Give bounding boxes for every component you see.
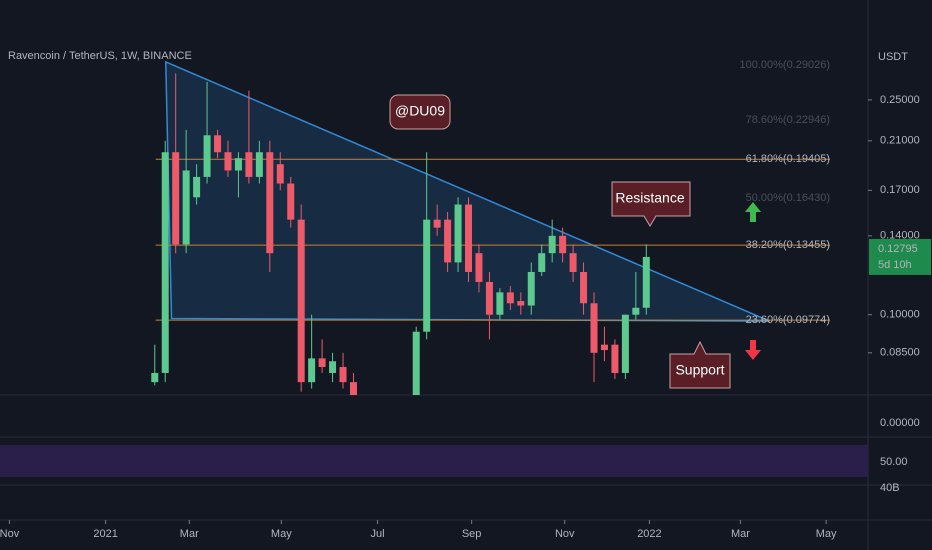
candle-body	[349, 382, 357, 395]
y-tick-label: 0.14000	[880, 230, 920, 242]
callout-box	[611, 181, 691, 227]
candle-body	[485, 281, 493, 315]
candle-body	[234, 158, 242, 171]
y-tick-label: 0.08500	[880, 347, 920, 359]
candle-body	[621, 314, 629, 373]
candle-body	[245, 152, 253, 177]
x-tick-label: Jul	[370, 528, 384, 540]
down-arrow	[745, 340, 761, 360]
candle-body	[580, 271, 588, 304]
rsi-label: 50.00	[880, 456, 908, 468]
candle-body	[454, 204, 462, 263]
price-tag	[869, 238, 931, 275]
last-price: 0.12795	[878, 243, 918, 255]
candle-body	[412, 331, 420, 395]
x-tick-label: Mar	[180, 528, 199, 540]
x-tick-label: Sep	[462, 528, 482, 540]
chart-title: Ravencoin / TetherUS, 1W, BINANCE	[8, 50, 192, 62]
candle-body	[172, 152, 180, 245]
volume-label: 40B	[880, 482, 900, 494]
candle-body	[475, 253, 483, 282]
candle-body	[590, 303, 598, 353]
annotation-resistance: Resistance	[611, 181, 691, 227]
annotation-du09: @DU09	[389, 94, 451, 130]
fib-label: 23.60%(0.09774)	[746, 314, 830, 326]
annotation-support: Support	[669, 340, 731, 389]
x-tick-label: 2022	[637, 528, 661, 540]
candle-body	[632, 307, 640, 315]
candle-body	[506, 292, 514, 304]
x-tick-label: May	[816, 528, 837, 540]
annotation: Resistance	[615, 190, 684, 206]
candle-body	[433, 219, 441, 228]
y-tick-label: 0.21000	[880, 135, 920, 147]
candle-body	[339, 367, 347, 383]
candle-body	[465, 204, 473, 272]
candle-body	[548, 235, 556, 254]
fib-label: 100.00%(0.29026)	[739, 59, 830, 71]
price-pane: 100.00%(0.29026) 78.60%(0.22946) 61.80%(0.…	[151, 59, 830, 395]
up-arrow	[745, 202, 761, 222]
countdown: 5d 10h	[878, 259, 912, 271]
candle-body	[161, 152, 169, 373]
candle-body	[496, 292, 504, 315]
fib-label: 38.20%(0.13455)	[746, 239, 830, 251]
candle-body	[517, 301, 525, 306]
macd-label: 0.00000	[880, 417, 920, 429]
candle-body	[318, 358, 326, 368]
candle-body	[569, 253, 577, 272]
candle-body	[266, 152, 274, 254]
candle-body	[193, 176, 201, 198]
callout-box	[669, 340, 731, 389]
annotation: Support	[675, 362, 724, 378]
candle-body	[255, 152, 263, 177]
candle-body	[423, 219, 431, 332]
annotation: @DU09	[395, 103, 445, 119]
candle-body	[538, 253, 546, 272]
rsi-band	[0, 445, 868, 477]
candle-body	[214, 135, 222, 153]
candle-body	[203, 135, 211, 177]
candle-body	[329, 361, 337, 373]
x-tick-label: May	[271, 528, 292, 540]
candle-body	[276, 164, 284, 184]
candle-body	[600, 344, 608, 351]
y-unit: USDT	[878, 51, 908, 63]
callout-box	[389, 94, 451, 130]
candle-body	[297, 219, 305, 383]
fib-label: 78.60%(0.22946)	[746, 114, 830, 126]
candle-body	[611, 344, 619, 373]
fib-label: 61.80%(0.19405)	[746, 153, 830, 165]
x-tick-label: Nov	[555, 528, 575, 540]
candle-body	[642, 256, 650, 308]
x-tick-label: 2021	[93, 528, 117, 540]
candle-body	[151, 372, 159, 383]
fib-label: 50.00%(0.16430)	[746, 192, 830, 204]
candle-body	[224, 152, 232, 171]
candle-body	[527, 271, 535, 306]
candle-body	[444, 219, 452, 263]
candle-body	[559, 235, 567, 254]
y-tick-label: 0.10000	[880, 309, 920, 321]
x-tick-label: Mar	[731, 528, 750, 540]
candle-body	[182, 170, 190, 245]
y-tick-label: 0.25000	[880, 94, 920, 106]
y-tick-label: 0.17000	[880, 184, 920, 196]
candle-body	[308, 358, 316, 383]
x-tick-label: Nov	[0, 528, 20, 540]
candle-body	[287, 183, 295, 220]
